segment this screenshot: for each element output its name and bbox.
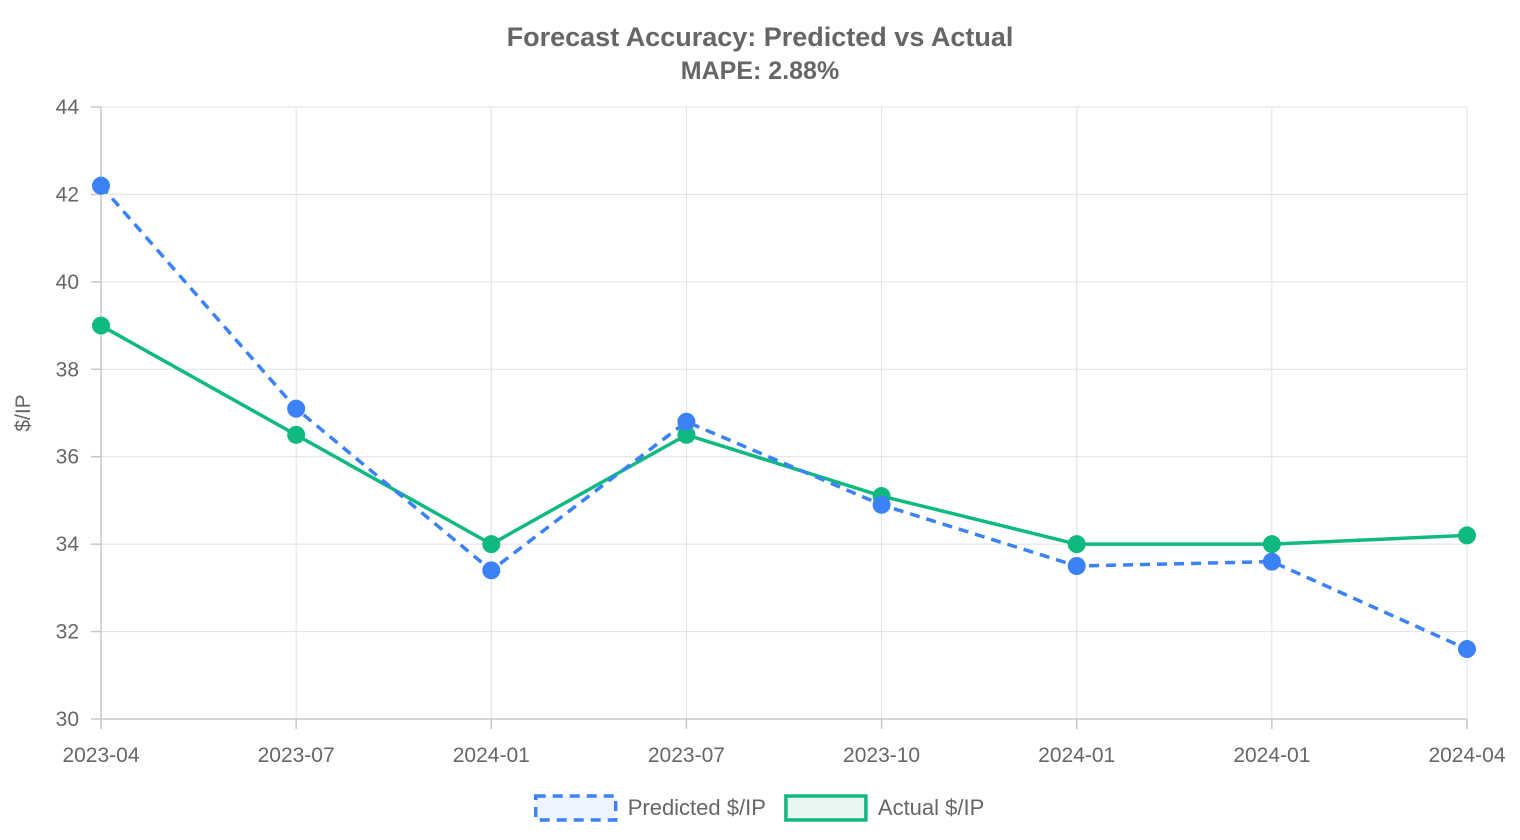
data-point[interactable] xyxy=(1067,535,1086,554)
data-point[interactable] xyxy=(872,495,891,514)
data-point[interactable] xyxy=(677,425,696,444)
series-1 xyxy=(92,316,1476,554)
data-point[interactable] xyxy=(1262,535,1281,554)
data-point[interactable] xyxy=(482,561,501,580)
data-point[interactable] xyxy=(1262,552,1281,571)
chart-subtitle: MAPE: 2.88% xyxy=(681,57,839,85)
y-axis-label: $/IP xyxy=(12,394,35,431)
grid-layer xyxy=(100,106,1468,720)
legend-swatch xyxy=(533,794,618,822)
y-tick-label: 34 xyxy=(56,533,80,556)
y-tick-label: 32 xyxy=(56,621,79,644)
x-tick-label: 2024-01 xyxy=(453,744,530,767)
y-tick-label: 42 xyxy=(56,183,79,206)
data-point[interactable] xyxy=(92,176,110,195)
axis-layer: 30 32 34 36 38 40 42 44 2023-04 2023-07 2024-01 202… xyxy=(56,96,1506,767)
x-tick-label: 2024-01 xyxy=(1038,744,1115,767)
legend: Predicted $/IP Actual $/IP xyxy=(533,794,984,822)
data-point[interactable] xyxy=(1458,526,1476,545)
series-line xyxy=(99,184,1468,651)
series-line xyxy=(100,324,1468,546)
y-tick-label: 36 xyxy=(56,446,79,469)
legend-label: Actual $/IP xyxy=(878,795,984,820)
legend-swatch xyxy=(784,794,868,822)
data-point[interactable] xyxy=(1067,557,1086,575)
x-tick-label: 2024-01 xyxy=(1233,744,1310,767)
y-tick-label: 40 xyxy=(56,271,79,294)
series-layer xyxy=(92,176,1476,659)
x-tick-label: 2023-07 xyxy=(648,744,725,767)
data-point[interactable] xyxy=(482,535,501,554)
x-tick-label: 2023-07 xyxy=(258,744,335,767)
x-tick-label: 2023-10 xyxy=(843,744,920,767)
data-point[interactable] xyxy=(287,425,306,444)
x-tick-label: 2024-04 xyxy=(1428,744,1505,767)
data-point[interactable] xyxy=(1458,640,1476,659)
y-tick-label: 44 xyxy=(56,96,80,119)
chart-title: Forecast Accuracy: Predicted vs Actual xyxy=(507,22,1014,52)
series-0 xyxy=(92,176,1476,659)
legend-item-1[interactable]: Actual $/IP xyxy=(784,794,984,822)
legend-label: Predicted $/IP xyxy=(628,795,766,820)
x-tick-label: 2023-04 xyxy=(62,744,139,767)
data-point[interactable] xyxy=(677,412,696,431)
y-tick-label: 30 xyxy=(56,708,79,731)
data-point[interactable] xyxy=(287,399,306,418)
y-tick-label: 38 xyxy=(56,358,79,381)
legend-item-0[interactable]: Predicted $/IP xyxy=(533,794,766,822)
data-point[interactable] xyxy=(92,316,110,335)
